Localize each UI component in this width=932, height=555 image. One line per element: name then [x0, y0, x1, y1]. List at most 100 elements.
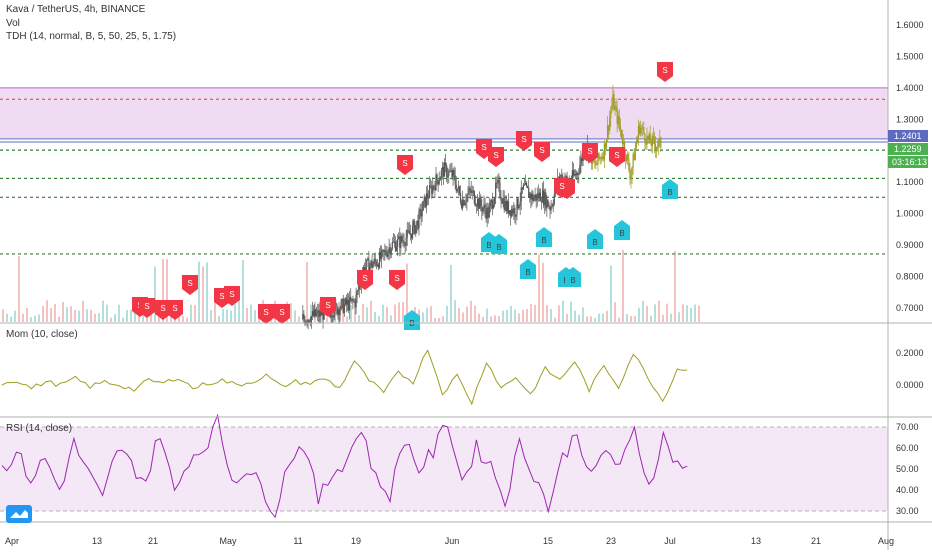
volume-bar [294, 310, 296, 322]
volume-bar [198, 261, 200, 322]
candle-body [379, 252, 382, 259]
volume-bar [250, 304, 252, 322]
symbol-title[interactable]: Kava / TetherUS, 4h, BINANCE [6, 4, 146, 15]
candle-body [469, 188, 471, 190]
candle-body [519, 201, 521, 206]
volume-bar [446, 305, 448, 322]
candle-body [320, 310, 322, 316]
sell-signal-label: S [481, 143, 486, 152]
volume-bar [698, 305, 700, 322]
candle-body [471, 190, 473, 193]
candle-body [401, 236, 403, 241]
volume-bar [570, 301, 572, 322]
volume-bar [526, 309, 528, 322]
candle-body [354, 301, 356, 308]
price-tick-label: 1.1000 [896, 177, 924, 187]
volume-bar [46, 300, 48, 322]
candle-body [316, 312, 318, 316]
candle-body [578, 173, 580, 175]
sell-signal-label: S [402, 159, 407, 168]
candle-body [404, 244, 406, 246]
buy-signal-marker [662, 179, 678, 199]
countdown-badge [888, 156, 928, 168]
candle-body [538, 192, 540, 199]
rsi-label[interactable]: RSI (14, close) [6, 423, 73, 434]
candle-body [515, 214, 517, 217]
candle-body [384, 250, 386, 253]
time-tick-label: 23 [606, 536, 616, 546]
candle-body [364, 267, 366, 273]
sell-signal-label: S [325, 301, 330, 310]
candle-body [381, 250, 383, 259]
tradingview-logo-icon[interactable] [6, 505, 32, 523]
candle-body [476, 198, 479, 207]
candle-body [420, 209, 422, 217]
price-axis[interactable]: 1.60001.50001.40001.30001.20001.10001.00… [888, 20, 928, 516]
candle-body [443, 162, 446, 177]
candle-body [387, 251, 389, 257]
candle-body [397, 238, 399, 247]
candle-body [437, 179, 439, 185]
volume-bar [82, 300, 84, 322]
close-price-badge-label: 1.2259 [894, 144, 922, 154]
price-tick-label: 1.3000 [896, 114, 924, 124]
candle-body [643, 127, 645, 134]
candle-body [346, 300, 349, 305]
candle-body [550, 206, 552, 211]
candle-body [600, 157, 602, 160]
volume-bar [118, 304, 120, 322]
volume-bar [114, 314, 116, 322]
sell-signal-marker [167, 300, 183, 320]
candle-body [367, 258, 369, 260]
momentum-label[interactable]: Mom (10, close) [6, 329, 78, 340]
volume-bar [86, 309, 88, 322]
sell-signal-marker [389, 270, 405, 290]
volume-bar [354, 313, 356, 322]
time-axis[interactable]: Apr 13 21 May 11 19 Jun 15 23 Jul 13 21 Aug [5, 536, 894, 546]
sell-signal-label: S [263, 308, 268, 317]
sell-signal-label: S [493, 151, 498, 160]
volume-bar [58, 316, 60, 322]
candle-body [577, 172, 579, 175]
candle-body [500, 196, 502, 201]
candle-body [452, 170, 454, 178]
volume-bar [662, 314, 664, 322]
tdh-indicator-label[interactable]: TDH (14, normal, B, 5, 50, 25, 5, 1.75) [6, 31, 177, 42]
candle-body [385, 250, 387, 255]
candle-body [537, 193, 539, 199]
candle-body [611, 105, 613, 112]
candle-body [634, 148, 636, 161]
volume-label[interactable]: Vol [6, 18, 20, 29]
volume-bar [6, 313, 8, 322]
candle-body [441, 167, 444, 171]
volume-bar [402, 302, 404, 322]
candle-body [631, 167, 633, 176]
candle-body [440, 170, 442, 179]
volume-bar [634, 316, 636, 322]
buy-signal-label: B [592, 238, 597, 247]
candle-body [645, 141, 647, 145]
candle-body [543, 190, 545, 206]
volume-bar [458, 307, 460, 322]
candle-body [451, 170, 453, 178]
volume-bar [562, 300, 564, 322]
volume-bar [630, 315, 632, 322]
volume-bar [430, 306, 432, 322]
candle-body [303, 314, 305, 319]
candle-body [633, 153, 635, 161]
resistance-zone [0, 87, 888, 139]
volume-bar [542, 262, 544, 322]
volume-bar [666, 303, 668, 322]
volume-bar [106, 304, 108, 322]
volume-bar [90, 309, 92, 322]
volume-bar [326, 317, 328, 322]
candle-body [407, 229, 409, 231]
candle-body [371, 260, 373, 268]
candle-body [547, 199, 549, 207]
sell-signal-label: S [394, 274, 399, 283]
volume-bar [98, 313, 100, 322]
time-tick-label: Jun [445, 536, 460, 546]
